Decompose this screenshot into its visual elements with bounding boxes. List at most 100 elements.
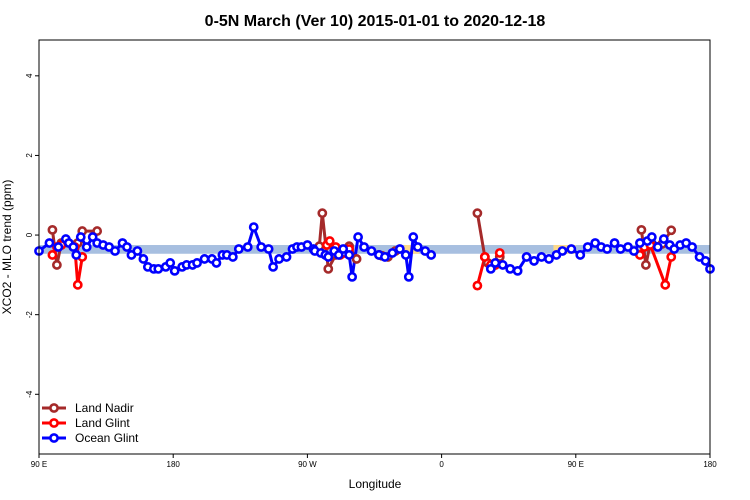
y-axis-label: XCO2 - MLO trend (ppm) <box>0 180 14 315</box>
y-tick-label: 2 <box>25 153 34 158</box>
ocean-glint-point <box>394 244 405 254</box>
ocean-glint-point <box>87 232 98 242</box>
ocean-glint-point <box>629 246 639 256</box>
ocean-glint-point <box>566 244 577 254</box>
land-nadir-point <box>317 208 328 219</box>
ocean-glint-point <box>700 256 711 266</box>
land-nadir-point <box>47 224 58 235</box>
ocean-glint-point <box>426 250 437 260</box>
ocean-glint-point <box>366 246 377 256</box>
land-glint-point <box>479 252 490 262</box>
ocean-glint-point <box>582 242 593 252</box>
ocean-glint-point <box>646 232 657 242</box>
ocean-glint-point <box>359 242 369 252</box>
land-nadir-point <box>640 260 651 270</box>
ocean-glint-point <box>242 242 253 252</box>
y-tick-label: -2 <box>25 311 34 319</box>
ocean-glint-point <box>544 254 554 264</box>
ocean-glint-point <box>68 242 79 252</box>
ocean-glint-point <box>497 260 508 270</box>
ocean-glint-point <box>687 242 698 252</box>
ocean-glint-point <box>256 242 267 252</box>
ocean-glint-point <box>380 252 390 262</box>
y-tick-label: 4 <box>25 73 34 78</box>
land-nadir-point <box>666 225 677 236</box>
ocean-glint-point <box>505 263 516 274</box>
ocean-glint-point <box>403 271 414 282</box>
ocean-glint-point <box>353 232 363 242</box>
legend-marker <box>49 403 59 413</box>
ocean-glint-point <box>658 234 669 244</box>
land-glint-point <box>72 279 83 290</box>
ocean-glint-point <box>81 242 92 252</box>
ocean-glint-point <box>344 250 355 260</box>
y-tick-label: -4 <box>25 390 34 398</box>
ocean-glint-point <box>71 250 82 260</box>
land-glint-point <box>47 250 58 260</box>
ocean-glint-point <box>110 246 120 256</box>
y-axis: -4 -2 0 2 4 <box>25 73 39 398</box>
ocean-glint-point <box>635 238 645 248</box>
ocean-glint-point <box>274 254 284 264</box>
x-tick-label: 180 <box>703 460 717 469</box>
ocean-glint-point <box>199 254 210 264</box>
y-tick-label: 0 <box>25 232 34 237</box>
ocean-glint-point <box>529 256 539 266</box>
land-nadir-point <box>636 224 647 235</box>
ocean-glint-point <box>122 242 132 252</box>
ocean-glint-point <box>248 222 259 232</box>
land-glint-point <box>494 248 505 258</box>
legend-marker <box>49 433 59 443</box>
ocean-glint-point <box>490 258 501 268</box>
legend-item-land-nadir: Land Nadir <box>42 401 134 415</box>
legend-label: Land Glint <box>75 416 130 430</box>
x-axis-label: Longitude <box>349 477 402 491</box>
ocean-glint-point <box>192 258 202 268</box>
land-glint-point <box>472 280 483 291</box>
ocean-glint-point <box>557 246 568 256</box>
legend-item-land-glint: Land Glint <box>42 416 130 430</box>
chart-title: 0-5N March (Ver 10) 2015-01-01 to 2020-1… <box>205 13 546 30</box>
land-nadir-point <box>51 260 62 270</box>
ocean-glint-point <box>132 246 143 256</box>
land-glint-point <box>660 279 671 290</box>
legend-label: Land Nadir <box>75 401 134 415</box>
ocean-glint-point <box>227 252 238 262</box>
ocean-glint-point <box>333 250 344 260</box>
legend-item-ocean-glint: Ocean Glint <box>42 431 139 445</box>
ocean-glint-point <box>652 242 663 252</box>
legend-label: Ocean Glint <box>75 431 139 445</box>
ocean-glint-point <box>263 244 274 254</box>
x-tick-label: 0 <box>439 460 444 469</box>
ocean-glint-point <box>408 232 419 242</box>
legend-marker <box>49 418 59 428</box>
ocean-glint-point <box>233 244 244 254</box>
ocean-glint-point <box>387 248 398 258</box>
ocean-glint-point <box>323 252 334 262</box>
ocean-glint-point <box>512 265 523 276</box>
ocean-glint-point <box>521 252 532 262</box>
ocean-glint-point <box>602 244 613 254</box>
x-tick-label: 90 W <box>298 460 317 469</box>
land-glint-point <box>324 236 335 246</box>
series-points <box>34 208 715 291</box>
ocean-glint-point <box>44 238 55 248</box>
ocean-glint-point <box>536 252 547 262</box>
ocean-glint-point <box>615 244 626 254</box>
ocean-glint-point <box>609 238 620 248</box>
land-glint-point <box>666 252 677 262</box>
ocean-glint-point <box>75 232 86 242</box>
ocean-glint-point <box>169 265 180 276</box>
ocean-glint-point <box>165 258 176 268</box>
land-nadir-point <box>472 208 483 219</box>
ocean-glint-point <box>268 262 279 272</box>
ocean-glint-point <box>153 263 164 274</box>
ocean-glint-point <box>138 254 149 264</box>
ocean-glint-point <box>338 244 349 254</box>
ocean-glint-point <box>281 252 292 262</box>
ocean-glint-point <box>211 258 222 268</box>
ocean-glint-point <box>575 250 586 260</box>
ocean-glint-point <box>412 242 423 252</box>
